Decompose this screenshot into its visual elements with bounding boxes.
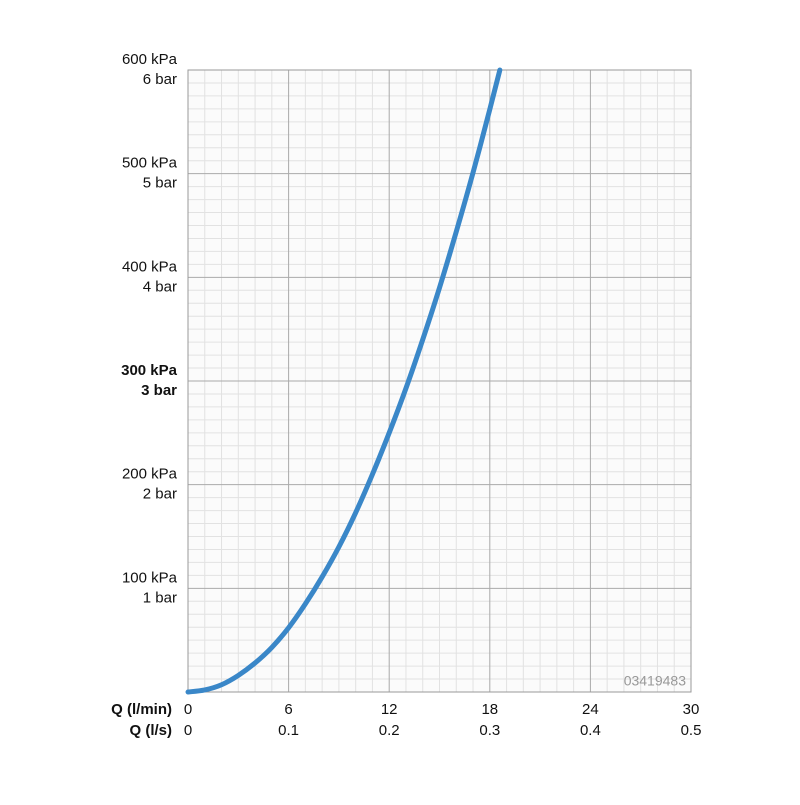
- x-tick-label: 0: [184, 701, 192, 718]
- x2-tick-label: 0: [184, 722, 192, 739]
- y-tick-sublabel: 1 bar: [143, 589, 177, 606]
- x2-tick-label: 0.5: [681, 722, 702, 739]
- x2-tick-label: 0.1: [278, 722, 299, 739]
- y-tick-sublabel: 5 bar: [143, 175, 177, 192]
- plot-frame: [187, 69, 692, 693]
- x-tick-label: 6: [284, 701, 292, 718]
- x2-axis-label: Q (l/s): [129, 722, 172, 739]
- x-tick-label: 24: [582, 701, 599, 718]
- x2-tick-label: 0.4: [580, 722, 601, 739]
- x-tick-label: 12: [381, 701, 398, 718]
- y-tick-label: 600 kPa: [122, 51, 178, 68]
- y-tick-sublabel: 4 bar: [143, 278, 177, 295]
- curve: [185, 67, 503, 695]
- x-axis-label: Q (l/min): [111, 701, 172, 718]
- y-tick-sublabel: 2 bar: [143, 486, 177, 503]
- x2-tick-label: 0.3: [479, 722, 500, 739]
- x-tick-label: 18: [481, 701, 498, 718]
- y-tick-sublabel: 3 bar: [141, 382, 177, 399]
- y-tick-label: 300 kPa: [121, 362, 178, 379]
- x-tick-label: 30: [683, 701, 700, 718]
- x2-tick-label: 0.2: [379, 722, 400, 739]
- y-tick-label: 100 kPa: [122, 569, 178, 586]
- y-tick-label: 500 kPa: [122, 155, 178, 172]
- watermark: 03419483: [624, 673, 687, 689]
- y-tick-label: 400 kPa: [122, 258, 178, 275]
- y-tick-label: 200 kPa: [122, 466, 178, 483]
- y-tick-sublabel: 6 bar: [143, 71, 177, 88]
